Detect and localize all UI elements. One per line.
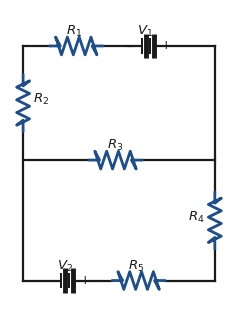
Text: $\mathit{R}_{2}$: $\mathit{R}_{2}$ bbox=[33, 92, 50, 107]
Text: $\mathit{R}_{3}$: $\mathit{R}_{3}$ bbox=[107, 138, 124, 153]
Text: $\mathit{R}_{4}$: $\mathit{R}_{4}$ bbox=[188, 210, 204, 225]
Text: $+$: $+$ bbox=[79, 274, 90, 287]
Text: $+$: $+$ bbox=[160, 39, 171, 53]
Text: $\mathit{V}_{2}$: $\mathit{V}_{2}$ bbox=[57, 258, 73, 274]
Text: $-$: $-$ bbox=[124, 39, 135, 53]
Text: $\mathit{R}_{5}$: $\mathit{R}_{5}$ bbox=[128, 258, 144, 274]
Text: $\mathit{R}_{1}$: $\mathit{R}_{1}$ bbox=[66, 24, 82, 39]
Text: $\mathit{V}_{1}$: $\mathit{V}_{1}$ bbox=[137, 24, 154, 39]
Text: $-$: $-$ bbox=[43, 274, 54, 287]
